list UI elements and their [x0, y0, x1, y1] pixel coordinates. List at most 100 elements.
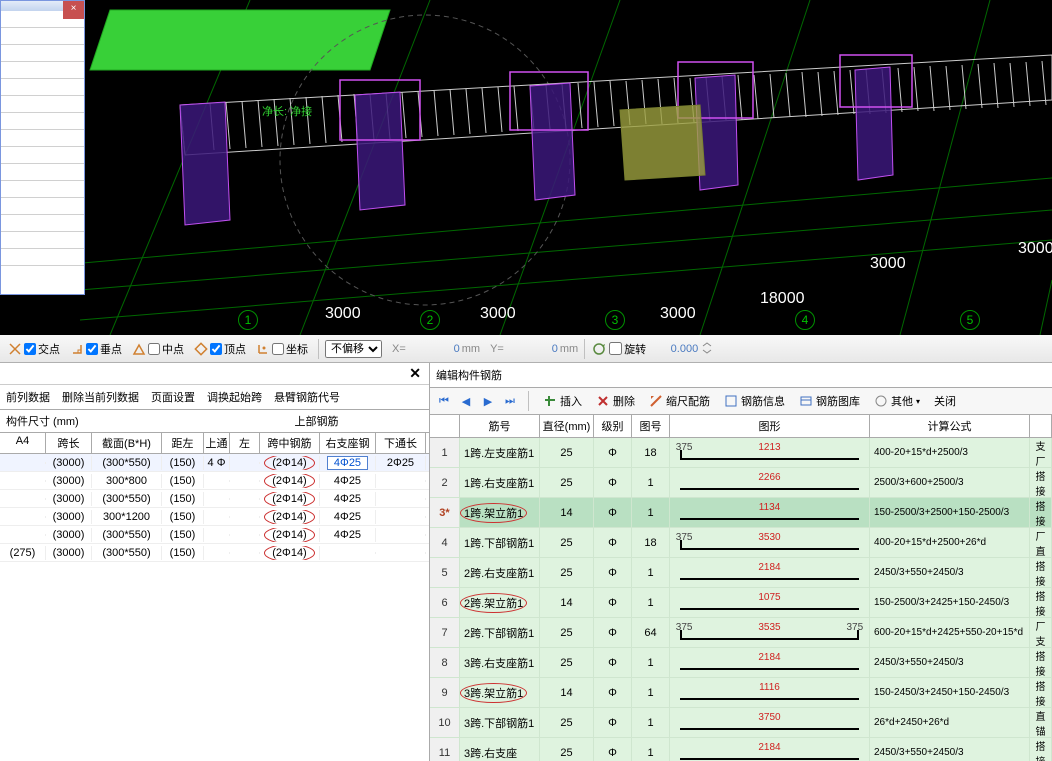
rebar-column-header[interactable]: 左 — [230, 433, 260, 453]
rebar-name-cell[interactable]: 3跨.右支座筋1 — [460, 648, 540, 677]
close-icon[interactable]: × — [63, 1, 84, 19]
dim-column-header[interactable]: 截面(B*H) — [92, 433, 162, 453]
dim-cell[interactable] — [230, 516, 260, 518]
rebar-row[interactable]: 62跨.架立筋114Φ11075150-2500/3+2425+150-2450… — [430, 588, 1052, 618]
rebar-column-header[interactable]: 图号 — [632, 415, 670, 437]
formula-cell[interactable]: 150-2500/3+2425+150-2450/3 — [870, 588, 1030, 617]
dim-cell[interactable]: (3000) — [46, 474, 92, 488]
rebar-column-header[interactable]: 下通长 — [376, 433, 426, 453]
rebar-row[interactable]: 52跨.右支座筋125Φ121842450/3+550+2450/3搭接 — [430, 558, 1052, 588]
nav-first-icon[interactable]: ⏮ — [436, 393, 452, 409]
rebar-column-header[interactable]: 图形 — [670, 415, 870, 437]
rebar-name-cell[interactable]: 1跨.右支座筋1 — [460, 468, 540, 497]
dim-cell[interactable]: (3000) — [46, 492, 92, 506]
menu-item[interactable]: 前列数据 — [6, 389, 50, 405]
rebar-row[interactable]: 41跨.下部钢筋125Φ183753530400-20+15*d+2500+26… — [430, 528, 1052, 558]
formula-cell[interactable]: 400-20+15*d+2500/3 — [870, 438, 1030, 467]
dim-cell[interactable] — [230, 480, 260, 482]
dim-cell[interactable] — [0, 498, 46, 500]
other-button[interactable]: 其他▾ — [870, 391, 924, 411]
dim-cell[interactable] — [0, 462, 46, 464]
dim-cell[interactable] — [230, 534, 260, 536]
rebar-row[interactable]: 72跨.下部钢筋125Φ643753753535600-20+15*d+2425… — [430, 618, 1052, 648]
dim-cell[interactable]: (3000) — [46, 510, 92, 524]
row-index[interactable]: 1 — [430, 438, 460, 467]
snap-vertex-toggle[interactable]: 顶点 — [190, 339, 250, 359]
formula-cell[interactable]: 2450/3+550+2450/3 — [870, 558, 1030, 587]
rebar-row[interactable]: 11跨.左支座筋125Φ183751213400-20+15*d+2500/3支… — [430, 438, 1052, 468]
rebar-info-button[interactable]: 钢筋信息 — [720, 391, 789, 411]
rebar-column-header[interactable]: 级别 — [594, 415, 632, 437]
dim-cell[interactable]: 300*800 — [92, 474, 162, 488]
rebar-library-button[interactable]: 钢筋图库 — [795, 391, 864, 411]
rebar-column-header[interactable]: 直径(mm) — [540, 415, 594, 437]
formula-cell[interactable]: 600-20+15*d+2425+550-20+15*d — [870, 618, 1030, 647]
grade-cell[interactable]: Φ — [594, 708, 632, 737]
row-index[interactable]: 2 — [430, 468, 460, 497]
figure-cell[interactable]: 1 — [632, 648, 670, 677]
row-index[interactable]: 3* — [430, 498, 460, 527]
nav-prev-icon[interactable]: ◀ — [458, 393, 474, 409]
insert-button[interactable]: 插入 — [539, 391, 586, 411]
grade-cell[interactable]: Φ — [594, 468, 632, 497]
rotate-stepper-icon[interactable] — [700, 341, 716, 357]
dim-column-header[interactable]: A4 — [0, 433, 46, 453]
dim-cell[interactable] — [204, 480, 230, 482]
dim-cell[interactable] — [376, 534, 426, 536]
snap-intersect-toggle[interactable]: 交点 — [4, 339, 64, 359]
figure-cell[interactable]: 1 — [632, 468, 670, 497]
figure-cell[interactable]: 1 — [632, 588, 670, 617]
dim-cell[interactable]: (300*550) — [92, 456, 162, 470]
row-index[interactable]: 10 — [430, 708, 460, 737]
rebar-row[interactable]: 21跨.右支座筋125Φ122662500/3+600+2500/3搭接 — [430, 468, 1052, 498]
diameter-cell[interactable]: 14 — [540, 588, 594, 617]
dim-cell[interactable] — [0, 480, 46, 482]
rebar-row[interactable]: 3*1跨.架立筋114Φ11134150-2500/3+2500+150-250… — [430, 498, 1052, 528]
dim-cell[interactable]: (150) — [162, 510, 204, 524]
dim-cell[interactable] — [230, 498, 260, 500]
close-icon[interactable]: ✕ — [405, 365, 425, 382]
dim-cell[interactable]: (2Φ14) — [260, 474, 320, 488]
formula-cell[interactable]: 400-20+15*d+2500+26*d — [870, 528, 1030, 557]
dim-cell[interactable]: 4 Φ — [204, 456, 230, 470]
dim-cell[interactable]: 4Φ25 — [320, 528, 376, 542]
snap-checkbox[interactable] — [148, 343, 160, 355]
snap-coordinate-toggle[interactable]: 坐标 — [252, 339, 312, 359]
dim-row[interactable]: (3000)(300*550)(150)(2Φ14)4Φ25 — [0, 490, 429, 508]
dim-cell[interactable]: (275) — [0, 546, 46, 560]
grade-cell[interactable]: Φ — [594, 618, 632, 647]
rebar-column-header[interactable]: 计算公式 — [870, 415, 1030, 437]
shape-cell[interactable]: 3753530 — [670, 528, 870, 557]
dim-row[interactable]: (3000)(300*550)(150)(2Φ14)4Φ25 — [0, 526, 429, 544]
grade-cell[interactable]: Φ — [594, 678, 632, 707]
shape-cell[interactable]: 3753753535 — [670, 618, 870, 647]
rebar-table[interactable]: 筋号直径(mm)级别图号图形计算公式 11跨.左支座筋125Φ183751213… — [430, 415, 1052, 761]
dim-cell[interactable] — [0, 534, 46, 536]
dim-cell[interactable] — [204, 516, 230, 518]
snap-checkbox[interactable] — [210, 343, 222, 355]
rebar-row[interactable]: 83跨.右支座筋125Φ121842450/3+550+2450/3搭接 — [430, 648, 1052, 678]
dim-cell[interactable]: (150) — [162, 474, 204, 488]
nav-next-icon[interactable]: ▶ — [480, 393, 496, 409]
figure-cell[interactable]: 1 — [632, 678, 670, 707]
row-index[interactable]: 5 — [430, 558, 460, 587]
rebar-column-header[interactable]: 筋号 — [460, 415, 540, 437]
dim-cell[interactable]: (300*550) — [92, 528, 162, 542]
dim-cell[interactable]: (2Φ14) — [260, 528, 320, 542]
row-index[interactable]: 4 — [430, 528, 460, 557]
rebar-column-header[interactable]: 右支座钢 — [320, 433, 376, 453]
diameter-cell[interactable]: 14 — [540, 678, 594, 707]
dim-cell[interactable]: 4Φ25 — [320, 492, 376, 506]
dim-cell[interactable]: (2Φ14) — [260, 546, 320, 560]
figure-cell[interactable]: 1 — [632, 708, 670, 737]
shape-cell[interactable]: 2184 — [670, 648, 870, 677]
rebar-column-header[interactable]: 跨中钢筋 — [260, 433, 320, 453]
snap-checkbox[interactable] — [24, 343, 36, 355]
shape-cell[interactable]: 2266 — [670, 468, 870, 497]
formula-cell[interactable]: 150-2500/3+2500+150-2500/3 — [870, 498, 1030, 527]
formula-cell[interactable]: 2450/3+550+2450/3 — [870, 648, 1030, 677]
dim-cell[interactable]: (150) — [162, 546, 204, 560]
float-titlebar[interactable]: × — [1, 1, 84, 11]
rebar-column-header[interactable] — [430, 415, 460, 437]
rebar-row[interactable]: 113跨.右支座25Φ121842450/3+550+2450/3搭接 — [430, 738, 1052, 761]
